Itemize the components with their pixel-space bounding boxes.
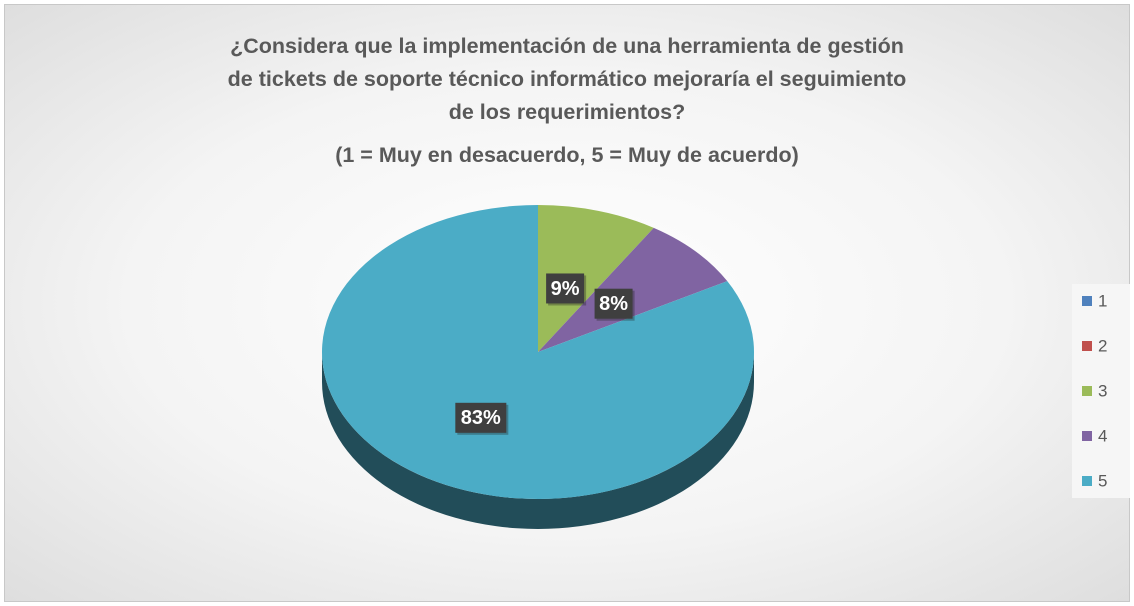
legend-swatch — [1082, 341, 1092, 351]
data-label: 83% — [461, 407, 501, 429]
label-box — [455, 402, 507, 433]
legend-label: 5 — [1098, 471, 1107, 490]
legend-box — [1072, 284, 1130, 498]
legend-label: 2 — [1098, 336, 1107, 355]
slice — [538, 205, 654, 352]
slice-side — [322, 352, 754, 529]
legend-swatch — [1082, 431, 1092, 441]
label-box — [594, 288, 633, 319]
slice — [538, 227, 728, 352]
legend-label: 4 — [1098, 426, 1107, 445]
slice — [322, 205, 755, 500]
chart-subtitle: (1 = Muy en desacuerdo, 5 = Muy de acuer… — [335, 143, 799, 167]
legend-label: 1 — [1098, 291, 1107, 310]
legend-swatch — [1082, 296, 1092, 306]
legend-swatch — [1082, 476, 1092, 486]
data-label: 9% — [551, 278, 580, 300]
label-box — [546, 273, 585, 304]
legend-swatch — [1082, 386, 1092, 396]
data-label: 8% — [599, 293, 628, 315]
legend-label: 3 — [1098, 381, 1107, 400]
chart-title: ¿Considera que la implementación de una … — [227, 34, 907, 124]
